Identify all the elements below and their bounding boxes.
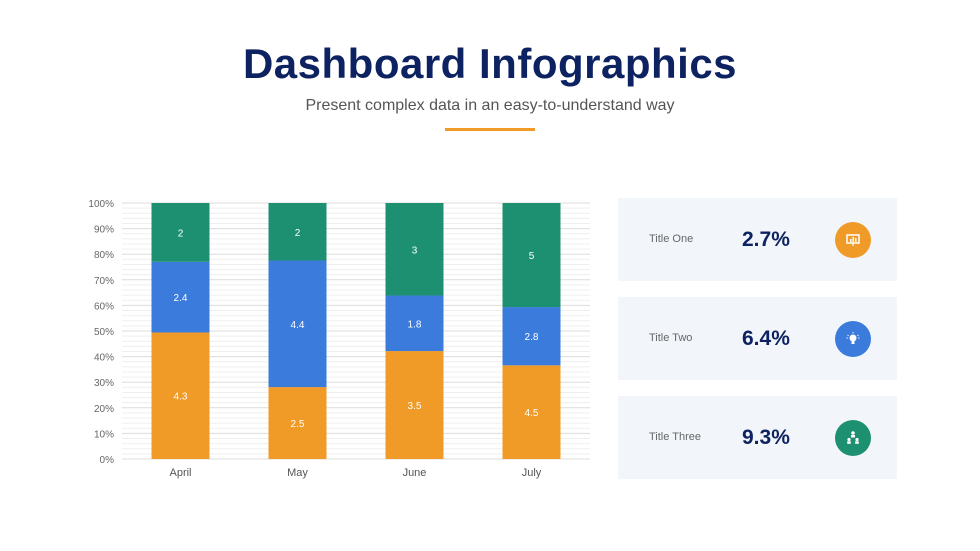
accent-divider: [445, 128, 535, 131]
bar-segment: [385, 295, 444, 352]
page-title: Dashboard Infographics: [242, 40, 738, 87]
bar-segment: [268, 203, 327, 261]
y-tick-label: 40%: [94, 353, 114, 364]
data-label: 4.3: [174, 392, 188, 403]
y-tick-label: 20%: [94, 404, 114, 415]
bar-segment: [502, 307, 561, 366]
bar-segment: [268, 260, 327, 388]
y-tick-label: 0%: [100, 455, 115, 466]
stat-card-one: Title One 2.7%: [618, 198, 897, 281]
data-label: 2: [295, 228, 301, 239]
bar-segment: [502, 365, 561, 459]
y-tick-label: 70%: [94, 276, 114, 287]
data-label: 5: [529, 251, 535, 262]
data-label: 3: [412, 245, 418, 256]
stat-card-two: Title Two 6.4%: [618, 297, 897, 380]
bar-segment: [268, 387, 327, 459]
stat-card-three: Title Three 9.3%: [618, 396, 897, 479]
stat-label: Title Two: [649, 332, 693, 344]
x-tick-label: April: [169, 467, 191, 479]
data-label: 4.5: [525, 408, 539, 419]
bar-segment: [151, 332, 210, 459]
x-tick-label: July: [522, 467, 542, 479]
y-tick-label: 10%: [94, 429, 114, 440]
stat-value: 6.4%: [742, 327, 790, 350]
data-label: 2.5: [291, 419, 305, 430]
stat-label: Title One: [649, 233, 694, 245]
bar-segment: [502, 203, 561, 308]
y-tick-label: 50%: [94, 327, 114, 338]
data-label: 4.4: [291, 320, 305, 331]
stat-value: 9.3%: [742, 426, 790, 449]
y-tick-label: 80%: [94, 250, 114, 261]
bar-segment: [151, 261, 210, 333]
y-tick-label: 30%: [94, 378, 114, 389]
data-label: 2.8: [525, 332, 539, 343]
page-subtitle: Present complex data in an easy-to-under…: [305, 97, 675, 114]
stat-label: Title Three: [649, 431, 701, 443]
bar-segment: [385, 351, 444, 459]
y-tick-label: 100%: [88, 199, 114, 210]
team-hierarchy-icon: [835, 420, 871, 456]
lightbulb-icon: [835, 321, 871, 357]
data-label: 3.5: [408, 401, 422, 412]
x-tick-label: June: [403, 467, 427, 479]
data-label: 1.8: [408, 319, 422, 330]
y-tick-label: 90%: [94, 225, 114, 236]
presentation-chart-icon: [835, 222, 871, 258]
bar-segment: [151, 203, 210, 262]
bar-segment: [385, 203, 444, 296]
y-tick-label: 60%: [94, 301, 114, 312]
data-label: 2: [178, 228, 184, 239]
x-tick-label: May: [287, 467, 308, 479]
stat-value: 2.7%: [742, 228, 790, 251]
data-label: 2.4: [174, 293, 188, 304]
stacked-bar-chart: 0% 10% 20% 30% 40% 50% 60% 70% 80% 90% 100% 4.3 2.4 2…: [88, 199, 590, 479]
